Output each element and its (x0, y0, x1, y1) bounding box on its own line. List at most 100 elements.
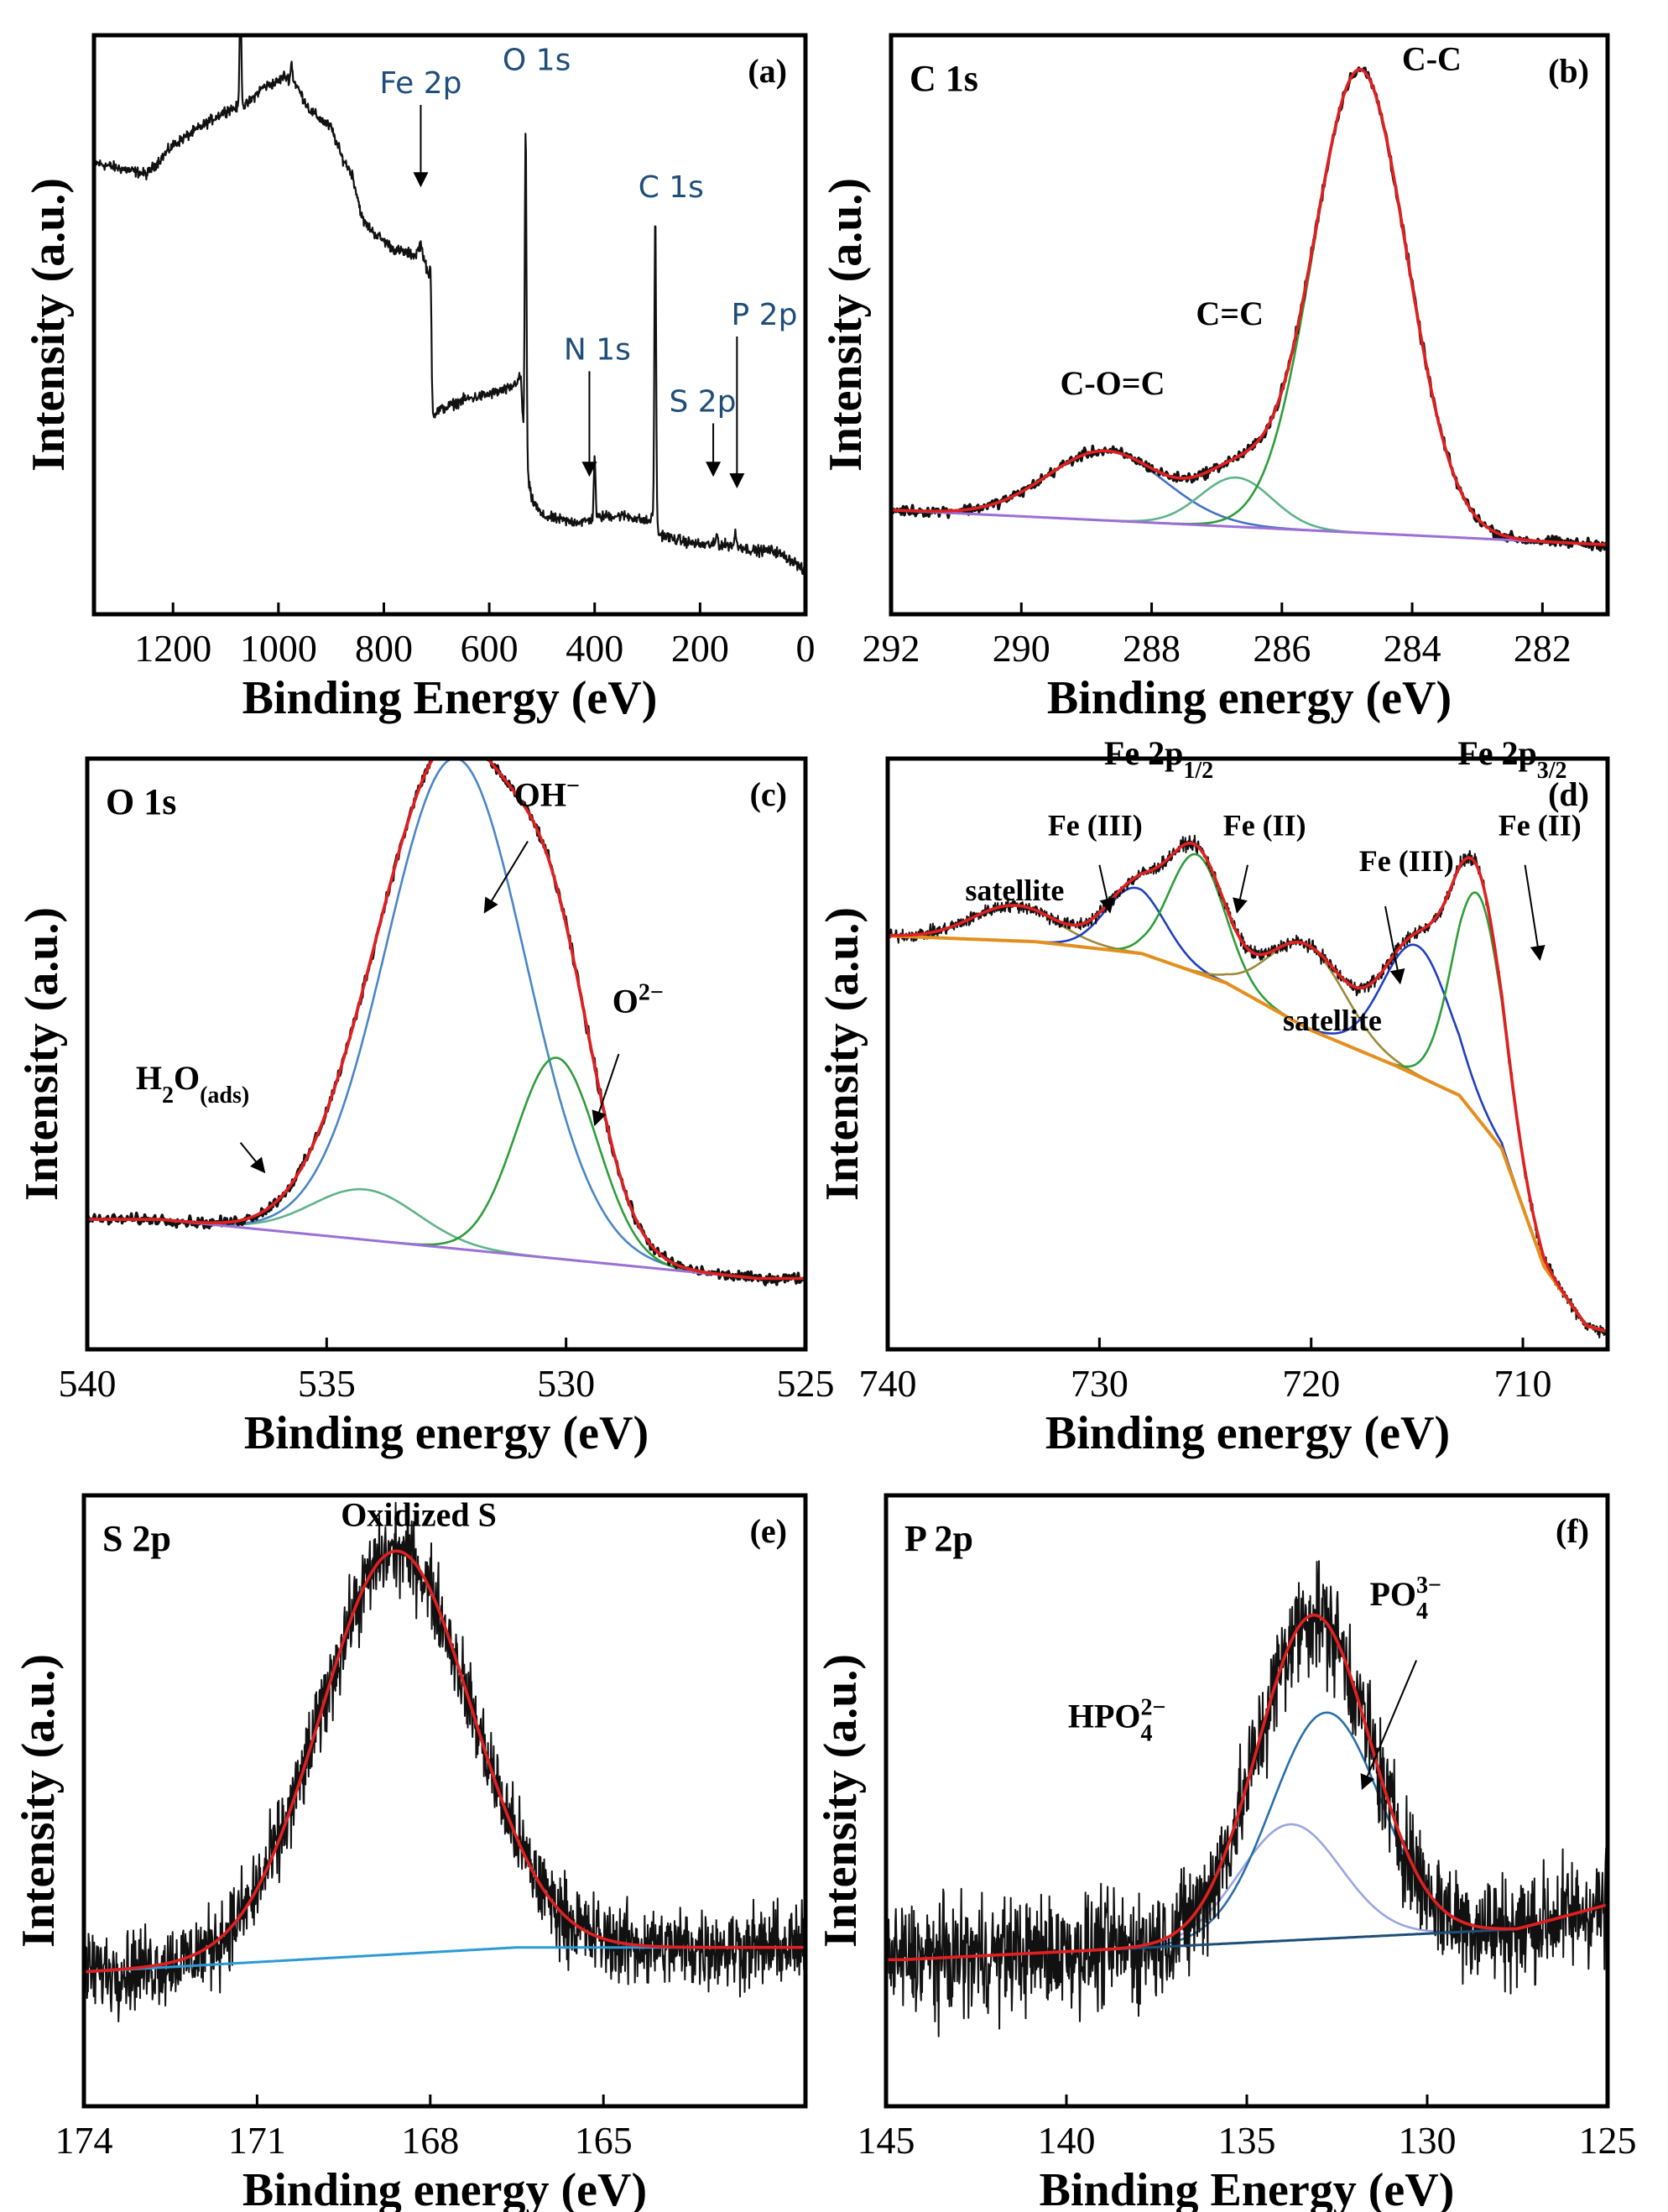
label-sub: 4 (1416, 1599, 1428, 1625)
peak-label-6: satellite (965, 874, 1064, 907)
label-text: O (612, 983, 639, 1020)
x-tick-label-4: 400 (566, 627, 623, 670)
label-text: Fe (II) (1223, 809, 1306, 843)
peak-label-5: P 2p (732, 298, 798, 332)
plot-area (886, 1560, 1608, 2037)
plot-area (94, 35, 805, 576)
y-axis-title: Intensity (a.u.) (16, 907, 68, 1201)
label-text: C-C (1402, 39, 1462, 77)
plot-frame (889, 33, 1610, 617)
peak-label-2: C-O=C (1060, 364, 1165, 402)
series-envelope (891, 67, 1608, 546)
panel-tag: (e) (750, 1512, 787, 1550)
y-axis-title: Intensity (a.u.) (23, 178, 75, 472)
x-axis-title: Binding energy (eV) (244, 1407, 649, 1459)
x-tick-label-0: 740 (859, 1362, 917, 1405)
label-text: Fe 2p (1457, 734, 1536, 772)
label-sub: 3/2 (1537, 758, 1567, 784)
x-tick-label-0: 540 (59, 1362, 117, 1405)
x-tick-label-0: 1200 (134, 627, 211, 670)
label-arrow-0 (483, 841, 529, 914)
peak-label-3: Fe (II) (1223, 809, 1306, 843)
label-text: Fe 2p (1104, 734, 1183, 772)
series-raw (888, 834, 1608, 1338)
label-text: satellite (965, 874, 1064, 907)
y-axis-title: Intensity (a.u.) (815, 1654, 867, 1948)
peak-label-0: Oxidized S (341, 1495, 497, 1533)
x-tick-label-4: 284 (1384, 627, 1441, 670)
x-tick-label-0: 145 (857, 2119, 915, 2162)
component-5 (1371, 891, 1587, 1325)
label-sup: 3− (1416, 1573, 1441, 1599)
peak-label-1: O2− (612, 979, 664, 1020)
panel-title: P 2p (904, 1518, 973, 1559)
peak-label-1: Fe 2p3/2 (1457, 734, 1566, 784)
label-sub: 4 (1141, 1720, 1153, 1746)
peak-label-1: O 1s (503, 43, 571, 77)
panel-title: C 1s (910, 58, 978, 99)
y-axis-title: Intensity (a.u.) (816, 907, 868, 1201)
series-raw (886, 1560, 1608, 2037)
series-envelope (87, 759, 805, 1281)
x-tick-label-3: 165 (575, 2119, 633, 2162)
series-envelope (84, 1549, 805, 1974)
label-arrow-4 (1384, 905, 1405, 985)
x-axis-title: Binding energy (eV) (1047, 672, 1452, 724)
component-1 (164, 759, 748, 1279)
peak-label-0: HPO42− (1068, 1694, 1166, 1746)
series-raw (87, 759, 805, 1286)
panel-a: Fe 2p O 1s C 1s N 1s S 2p P 2p 1200 1000 800 600 4… (23, 33, 816, 724)
x-tick-label-5: 200 (671, 627, 729, 670)
x-tick-label-2: 800 (355, 627, 413, 670)
label-text: satellite (1283, 1004, 1382, 1037)
plot-area (888, 834, 1608, 1338)
series-baseline (891, 509, 1608, 546)
peak-label-2: H2O(ads) (136, 1059, 249, 1109)
panel-tag: (d) (1548, 775, 1589, 813)
label-text: OH (514, 775, 566, 813)
plot-area (87, 759, 805, 1286)
series-envelope (888, 841, 1608, 1333)
label-text: Fe (III) (1048, 809, 1143, 843)
peak-label-0: Fe 2p1/2 (1104, 734, 1213, 784)
y-axis-title: Intensity (a.u.) (820, 178, 872, 472)
series-envelope (886, 1613, 1608, 1962)
x-tick-label-1: 730 (1071, 1362, 1129, 1405)
x-tick-label-5: 282 (1514, 627, 1572, 670)
peak-label-7: satellite (1283, 1004, 1382, 1037)
plot-frame (91, 33, 808, 617)
x-axis-title: Binding Energy (eV) (1040, 2164, 1455, 2212)
x-axis-title: Binding Energy (eV) (242, 672, 658, 724)
series-survey (94, 35, 805, 576)
panel-tag: (c) (750, 775, 787, 813)
component-2 (1082, 853, 1313, 1032)
label-arrow-3 (1233, 864, 1248, 914)
label-text: Oxidized S (341, 1495, 497, 1533)
panel-title: O 1s (106, 781, 176, 822)
peak-label-2: Fe (III) (1048, 809, 1143, 843)
label-text: C-O=C (1060, 364, 1165, 402)
x-tick-label-1: 140 (1038, 2119, 1096, 2162)
x-tick-label-0: 174 (55, 2119, 113, 2162)
series-raw (84, 1501, 805, 2022)
label-arrow-1 (1360, 1660, 1418, 1791)
peak-label-1: PO43− (1369, 1573, 1441, 1625)
x-tick-label-2: 288 (1123, 627, 1181, 670)
panel-title: S 2p (102, 1518, 171, 1559)
peak-label-3: N 1s (564, 332, 631, 367)
label-arrow-2 (239, 1141, 266, 1174)
label-sub: 2 (162, 1083, 174, 1109)
peak-label-4: Fe (III) (1359, 844, 1454, 878)
label-arrow-1 (592, 1053, 620, 1127)
label-text: H (136, 1059, 162, 1097)
label-sup: 2− (1141, 1694, 1166, 1720)
label-text: PO (1369, 1575, 1416, 1613)
peak-label-4: S 2p (669, 385, 736, 420)
label-text: Fe (II) (1499, 809, 1582, 843)
plot-frame (885, 756, 1610, 1352)
x-tick-label-2: 168 (401, 2119, 459, 2162)
x-tick-label-1: 1000 (240, 627, 317, 670)
